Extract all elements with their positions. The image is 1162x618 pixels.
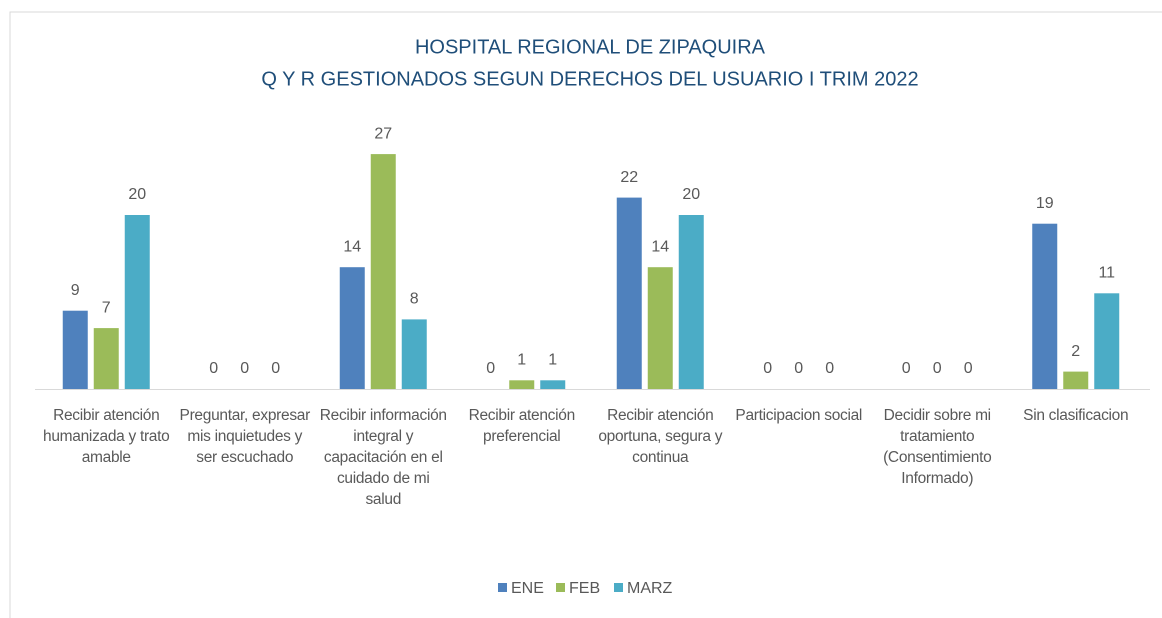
x-tick-label: Decidir sobre mi tratamiento (Consentimi… <box>883 407 992 487</box>
data-label: 0 <box>240 360 249 377</box>
data-label: 14 <box>343 238 361 255</box>
data-label: 8 <box>410 291 419 308</box>
data-label: 0 <box>964 360 973 377</box>
legend-label: FEB <box>569 580 600 597</box>
data-label: 14 <box>651 238 669 255</box>
x-tick-label: Recibir atención oportuna, segura y cont… <box>598 407 723 466</box>
legend-label: ENE <box>511 580 544 597</box>
x-tick-label: Recibir atención preferencial <box>468 407 576 445</box>
bar <box>93 328 119 389</box>
data-label: 20 <box>682 186 700 203</box>
data-label: 0 <box>794 360 803 377</box>
data-label: 1 <box>548 352 557 369</box>
data-label: 22 <box>620 169 638 186</box>
chart-title: HOSPITAL REGIONAL DE ZIPAQUIRA <box>415 36 766 58</box>
data-label: 1 <box>517 352 526 369</box>
bar <box>509 380 535 389</box>
data-label: 27 <box>374 125 392 142</box>
bar <box>1063 371 1089 389</box>
x-tick-label: Recibir información integral y capacitac… <box>319 407 447 508</box>
bar <box>339 267 365 389</box>
legend-swatch <box>556 583 565 592</box>
data-label: 0 <box>825 360 834 377</box>
x-tick-label: Preguntar, expresar mis inquietudes y se… <box>179 407 311 466</box>
data-label: 2 <box>1071 343 1080 360</box>
data-label: 20 <box>128 186 146 203</box>
bar <box>616 197 642 389</box>
data-label: 0 <box>763 360 772 377</box>
bar <box>1032 223 1058 389</box>
bar <box>1094 293 1120 389</box>
bar <box>678 215 704 389</box>
data-label: 0 <box>486 360 495 377</box>
data-label: 19 <box>1036 195 1054 212</box>
data-label: 7 <box>102 299 111 316</box>
data-label: 11 <box>1098 265 1115 282</box>
x-tick-label: Recibir atención humanizada y trato amab… <box>43 407 170 466</box>
legend-label: MARZ <box>627 580 673 597</box>
legend-swatch <box>614 583 623 592</box>
data-label: 0 <box>933 360 942 377</box>
data-label: 0 <box>209 360 218 377</box>
x-tick-label: Sin clasificacion <box>1023 407 1129 424</box>
chart-subtitle: Q Y R GESTIONADOS SEGUN DERECHOS DEL USU… <box>261 68 918 90</box>
data-label: 0 <box>271 360 280 377</box>
data-label: 0 <box>902 360 911 377</box>
bar <box>370 154 396 389</box>
bar <box>401 319 427 389</box>
legend-swatch <box>498 583 507 592</box>
x-tick-label: Participacion social <box>735 407 863 424</box>
bar <box>124 215 150 389</box>
data-label: 9 <box>71 282 80 299</box>
bar <box>540 380 566 389</box>
bar <box>647 267 673 389</box>
chart-frame <box>9 11 1162 618</box>
bar <box>62 310 88 389</box>
